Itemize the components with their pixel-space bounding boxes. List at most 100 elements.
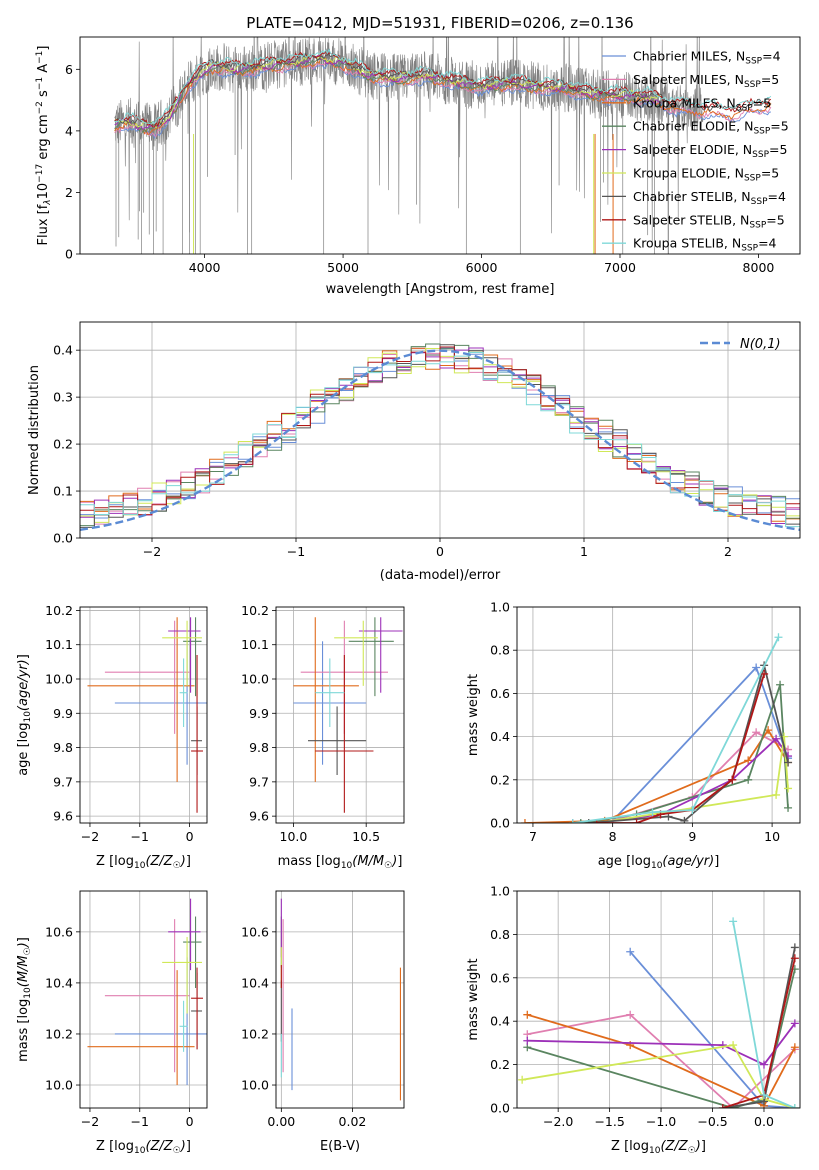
legend-label-sub: SSP — [752, 150, 769, 160]
y-tick-label: 10.0 — [45, 672, 73, 687]
legend-label-suffix: =5 — [761, 72, 779, 87]
y-tick-label: 9.9 — [249, 706, 269, 721]
axes-frame — [79, 606, 208, 824]
y-tick-label: 9.7 — [249, 774, 269, 789]
axes-frame — [275, 606, 405, 824]
errorbar-point — [179, 1000, 188, 1052]
model-spectrum — [114, 54, 662, 129]
weight-ylabel: mass weight — [466, 958, 481, 1040]
y-tick-label: 10.1 — [241, 637, 269, 652]
residuals-xlabel: (data-model)/error — [380, 568, 501, 583]
weight-marker — [752, 728, 761, 737]
mass_vs_ebv-panel: 0.00 0.02 10.0 10.2 10.4 10.6 E(B-V) — [241, 890, 405, 1154]
errorbar-point — [168, 617, 201, 693]
xlabel-part: ] — [701, 1139, 706, 1154]
x-tick-label: 5000 — [327, 260, 359, 275]
xlabel-part: ☉ — [173, 861, 181, 871]
xlabel-part: ] — [714, 854, 719, 869]
xlabel-part: mass [log — [278, 854, 341, 869]
weight-marker — [759, 1060, 768, 1069]
spectrum-plot-area — [114, 37, 772, 254]
y-tick-label: 0.8 — [490, 643, 510, 658]
age_vs_Z-plot-area — [87, 617, 207, 813]
xlabel-part: Z [log — [611, 1139, 649, 1154]
ylabel-part: ] — [36, 46, 51, 51]
x-tick-label: 10.0 — [280, 829, 308, 844]
weight-marker — [744, 756, 753, 765]
residual-histogram — [80, 346, 800, 516]
weight-marker — [776, 680, 785, 689]
weight-marker — [718, 1104, 727, 1108]
weight-marker — [523, 1036, 532, 1045]
errorbar-point — [293, 617, 359, 782]
y-tick-label: 6 — [65, 62, 73, 77]
weight-marker — [772, 734, 781, 743]
y-tick-label: 9.6 — [249, 809, 269, 824]
legend-label-prefix: Salpeter STELIB, N — [633, 212, 749, 227]
y-tick-label: 0.0 — [53, 531, 73, 546]
errorbar-point — [183, 617, 202, 697]
data-spectrum — [114, 37, 704, 254]
ylabel-part: −17 — [35, 164, 45, 183]
age-xlabel: age [log10(age/yr)] — [598, 854, 720, 871]
weight-series-line — [527, 1022, 796, 1066]
weight-marker — [648, 808, 657, 817]
residual-histogram — [80, 352, 800, 528]
ylabel-part: s — [36, 90, 51, 101]
weight-marker — [744, 775, 753, 784]
x-tick-label: 0 — [186, 829, 194, 844]
legend-label: Salpeter STELIB, NSSP=5 — [633, 212, 785, 230]
ylabel-part: −1 — [35, 77, 45, 90]
legend-label: Chabrier MILES, NSSP=4 — [633, 49, 781, 67]
ylabel-part: 10 — [36, 183, 51, 200]
y-tick-label: 0.1 — [53, 484, 73, 499]
model-spectrum — [114, 50, 772, 128]
errorbar-point — [334, 620, 378, 686]
legend-label-sub: SSP — [736, 103, 753, 113]
y-tick-label: 4 — [65, 123, 73, 138]
y-tick-label: 0.2 — [490, 772, 510, 787]
xlabel-part: ☉ — [384, 861, 392, 871]
y-tick-label: 0 — [65, 247, 73, 262]
age-ylabel: age [log10(age/yr)] — [16, 654, 33, 776]
axes-frame — [516, 890, 801, 1109]
ylabel-part: λ — [43, 199, 53, 205]
weight-marker — [680, 816, 689, 823]
weight_vs_age-plot-area — [520, 633, 793, 823]
residuals-plot-area — [80, 343, 800, 531]
xlabel-part: age [log — [598, 854, 651, 869]
weight-marker — [626, 947, 635, 956]
legend-label-prefix: Chabrier MILES, N — [633, 49, 745, 64]
legend-label: Salpeter ELODIE, NSSP=5 — [633, 142, 787, 160]
legend-label-prefix: Kroupa STELIB, N — [633, 236, 741, 251]
y-tick-label: 10.6 — [241, 924, 269, 939]
ylabel-part: (M/M — [16, 955, 31, 987]
x-tick-label: 7 — [529, 829, 537, 844]
x-tick-label: −1.0 — [646, 1114, 676, 1129]
errorbar-point — [315, 658, 345, 727]
legend-label-suffix: =5 — [753, 95, 771, 110]
mass_vs_Z-panel: −2 −1 010.010.210.410.6Z [log10(Z/Z☉)]mass… — [16, 890, 208, 1156]
x-tick-label: 1 — [580, 544, 588, 559]
weight-marker — [518, 1075, 527, 1084]
legend-label-sub: SSP — [744, 80, 761, 90]
errorbar-point — [191, 967, 204, 1050]
ylabel-part: ] — [16, 654, 31, 659]
y-tick-label: 9.8 — [53, 740, 73, 755]
weight-marker — [774, 633, 783, 642]
weight-marker — [752, 663, 761, 672]
figure-title: PLATE=0412, MJD=51931, FIBERID=0206, z=0… — [246, 14, 633, 32]
legend-label-prefix: Chabrier STELIB, N — [633, 189, 751, 204]
weight-marker — [520, 819, 529, 823]
z-xlabel: Z [log10(Z/Z☉)] — [96, 1139, 191, 1156]
x-tick-label: −1 — [287, 544, 305, 559]
weight-marker — [688, 806, 697, 815]
spectrum-xlabel: wavelength [Angstrom, rest frame] — [326, 282, 555, 297]
xlabel-part: Z [log — [96, 854, 134, 869]
y-tick-label: 9.7 — [53, 774, 73, 789]
ylabel-part: age [log — [16, 723, 31, 776]
legend-label-suffix: =4 — [768, 189, 786, 204]
ylabel-part: 10 — [23, 987, 33, 999]
